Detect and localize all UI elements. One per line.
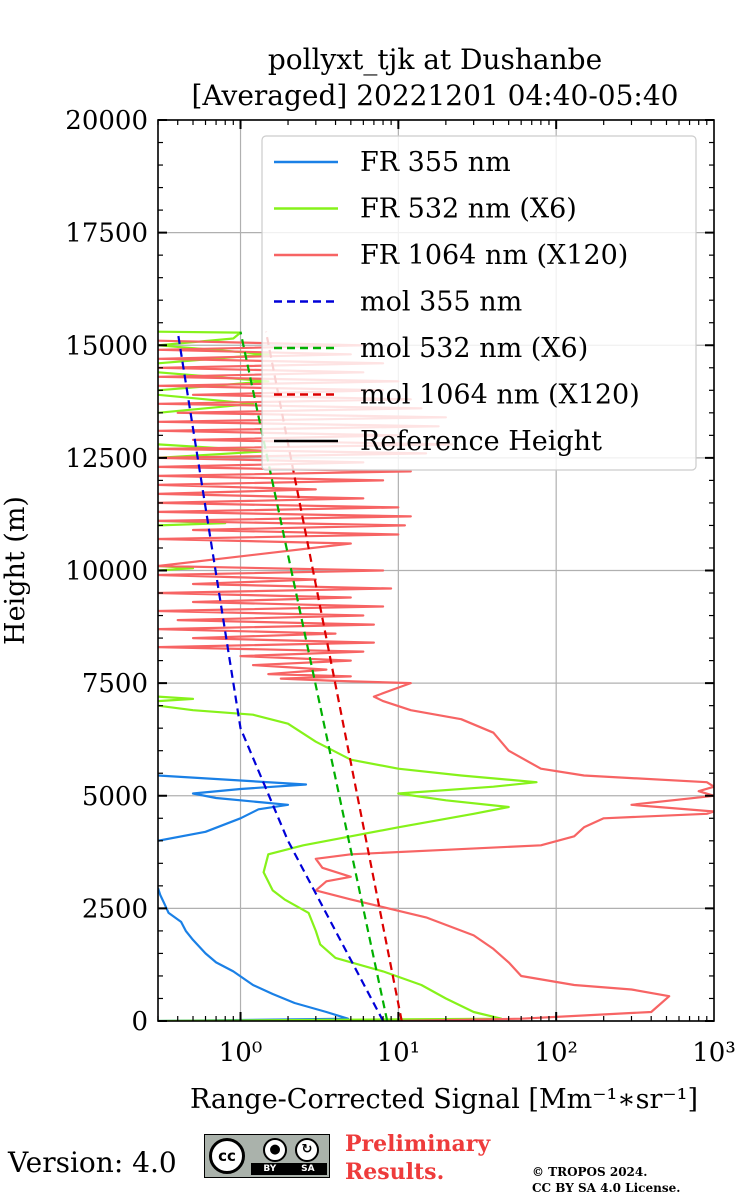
legend-label-1: FR 532 nm (X6) xyxy=(360,194,577,225)
preliminary-results-note: Preliminary Results. xyxy=(345,1130,490,1186)
y-tick-label: 17500 xyxy=(65,219,148,249)
legend-label-2: FR 1064 nm (X120) xyxy=(360,240,628,271)
by-person-icon: ● xyxy=(263,1138,287,1162)
chart-subtitle: [Averaged] 20221201 04:40-05:40 xyxy=(191,79,679,112)
copyright-line-1: © TROPOS 2024. xyxy=(532,1165,648,1179)
x-tick-label: 10⁰ xyxy=(219,1038,263,1068)
y-tick-label: 2500 xyxy=(82,894,148,924)
cc-sa-label: SA xyxy=(301,1164,315,1174)
series-line-1 xyxy=(158,393,255,414)
copyright-note: © TROPOS 2024. CC BY SA 4.0 License. xyxy=(532,1164,680,1196)
preliminary-line-2: Results. xyxy=(345,1159,445,1185)
x-tick-label: 10¹ xyxy=(377,1038,421,1068)
y-tick-label: 7500 xyxy=(82,669,148,699)
preliminary-line-1: Preliminary xyxy=(345,1131,491,1157)
sa-recycle-icon: ↻ xyxy=(295,1138,319,1162)
y-tick-label: 10000 xyxy=(65,557,148,587)
cc-logo-icon: cc xyxy=(209,1138,245,1174)
x-tick-label: 10² xyxy=(534,1038,578,1068)
y-tick-label: 20000 xyxy=(65,106,148,136)
legend-label-6: Reference Height xyxy=(360,426,602,457)
legend-label-5: mol 1064 nm (X120) xyxy=(360,380,640,411)
y-axis-label: Height (m) xyxy=(0,496,31,645)
legend-label-3: mol 355 nm xyxy=(360,287,522,318)
version-label: Version: 4.0 xyxy=(8,1146,177,1179)
legend-box xyxy=(261,135,697,471)
copyright-line-2: CC BY SA 4.0 License. xyxy=(532,1181,681,1195)
series-line-1 xyxy=(158,695,195,703)
series-line-3 xyxy=(176,331,385,1021)
y-tick-label: 15000 xyxy=(65,331,148,361)
cc-by-label: BY xyxy=(263,1164,277,1174)
legend-label-4: mol 532 nm (X6) xyxy=(360,333,588,364)
y-tick-label: 5000 xyxy=(82,782,148,812)
legend-label-0: FR 355 nm xyxy=(360,147,511,178)
y-tick-label: 0 xyxy=(131,1007,148,1037)
series-line-1 xyxy=(158,704,538,1021)
cc-badge-strip: BY SA xyxy=(251,1163,327,1175)
x-axis-label: Range-Corrected Signal [Mm⁻¹∗sr⁻¹] xyxy=(190,1084,698,1115)
x-tick-label: 10³ xyxy=(692,1038,736,1068)
y-tick-label: 12500 xyxy=(65,444,148,474)
legend: FR 355 nm FR 532 nm (X6) FR 1064 nm (X120)… xyxy=(261,135,697,471)
cc-license-icon: cc ● ↻ BY SA xyxy=(204,1134,330,1178)
chart-title: pollyxt_tjk at Dushanbe xyxy=(267,43,603,76)
series-line-0 xyxy=(158,774,308,842)
